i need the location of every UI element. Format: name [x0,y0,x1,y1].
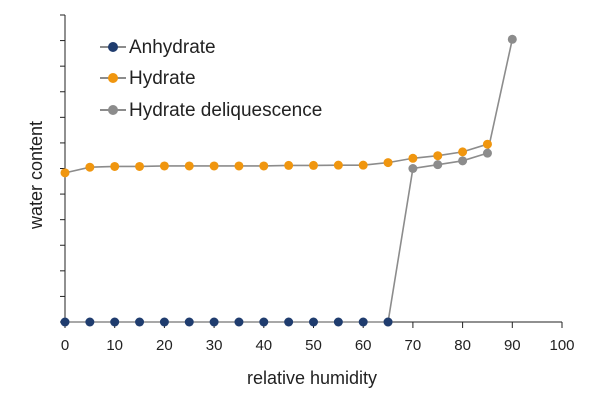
data-point [159,317,169,327]
x-tick-label: 50 [305,337,322,354]
data-point [358,317,368,327]
legend-item-hydrate-deliquescence: Hydrate deliquescence [100,100,322,121]
data-point [259,317,269,327]
data-point [110,317,120,327]
data-point [234,317,244,327]
data-point [383,317,393,327]
x-tick-label: 40 [255,337,272,354]
data-point [159,161,169,171]
series-hydrate [60,139,492,178]
data-point [482,139,492,149]
data-point [135,317,145,327]
data-point [482,148,492,158]
data-point [309,317,318,327]
legend-label-anhydrate: Anhydrate [129,37,216,58]
data-point [209,161,219,171]
series-line-hydrate [64,143,488,174]
x-tick-label: 0 [61,337,69,354]
data-point [85,317,95,327]
axes [60,14,563,328]
data-point [458,156,468,166]
data-point [209,317,219,327]
x-axis-title: relative humidity [247,368,377,388]
series-layer [60,34,517,327]
series-anhydrate [60,317,393,327]
legend-marker-anhydrate [108,42,118,52]
data-point [284,317,294,327]
data-point [507,34,517,44]
x-tick-label: 70 [405,337,422,354]
series-line-hydrate-deliquescence [387,39,514,323]
data-point [60,317,70,327]
data-point [135,161,145,171]
data-point [309,160,318,170]
data-point [284,160,294,170]
data-point [85,162,95,172]
legend-label-hydrate: Hydrate [129,68,196,89]
data-point [234,161,244,171]
data-point [408,164,418,173]
legend-item-anhydrate: Anhydrate [100,37,216,58]
x-tick-label: 20 [156,337,173,354]
data-point [358,160,368,170]
data-point [60,168,70,178]
y-axis-title: water content [26,121,46,230]
x-tick-label: 100 [549,337,574,354]
x-tick-labels: 0 10 20 30 40 50 60 70 80 90 100 [61,337,575,354]
legend-label-hydrate-deliquescence: Hydrate deliquescence [129,100,322,121]
x-tick-label: 30 [206,337,223,354]
data-point [259,161,269,171]
data-point [110,161,120,171]
data-point [408,153,418,163]
data-point [333,160,343,170]
legend-marker-hydrate [108,73,118,83]
x-tick-label: 60 [355,337,372,354]
series-hydrate-deliquescence [383,34,517,327]
x-tick-label: 80 [454,337,471,354]
legend-marker-hydrate-deliquescence [108,105,118,115]
data-point [433,151,443,161]
data-point [333,317,343,327]
data-point [383,158,393,168]
legend-item-hydrate: Hydrate [100,68,196,89]
data-point [184,161,194,171]
legend: Anhydrate Hydrate Hydrate deliquescence [100,37,322,121]
data-point [433,160,443,170]
data-point [458,147,468,157]
x-tick-label: 10 [106,337,123,354]
x-tick-label: 90 [504,337,521,354]
data-point [184,317,194,327]
